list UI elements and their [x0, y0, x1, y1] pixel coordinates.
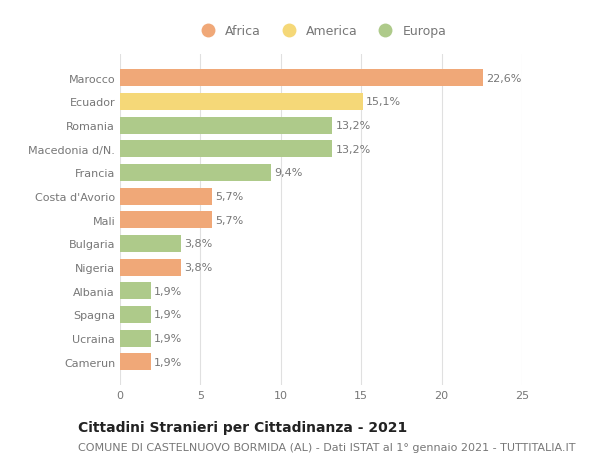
Text: 1,9%: 1,9% [154, 357, 182, 367]
Text: 3,8%: 3,8% [184, 263, 212, 273]
Bar [120, 330, 151, 347]
Text: 5,7%: 5,7% [215, 215, 243, 225]
Text: 3,8%: 3,8% [184, 239, 212, 249]
Text: COMUNE DI CASTELNUOVO BORMIDA (AL) - Dati ISTAT al 1° gennaio 2021 - TUTTITALIA.: COMUNE DI CASTELNUOVO BORMIDA (AL) - Dat… [78, 442, 575, 452]
Text: 1,9%: 1,9% [154, 333, 182, 343]
Bar [120, 188, 212, 205]
Bar [120, 165, 271, 182]
Text: 1,9%: 1,9% [154, 310, 182, 320]
Text: 9,4%: 9,4% [274, 168, 303, 178]
Bar [120, 212, 212, 229]
Bar [120, 118, 332, 134]
Text: 22,6%: 22,6% [487, 73, 522, 84]
Bar [120, 306, 151, 323]
Bar [120, 235, 181, 252]
Bar [120, 259, 181, 276]
Legend: Africa, America, Europa: Africa, America, Europa [191, 22, 451, 42]
Bar [120, 141, 332, 158]
Text: 13,2%: 13,2% [335, 145, 371, 154]
Text: 13,2%: 13,2% [335, 121, 371, 131]
Text: Cittadini Stranieri per Cittadinanza - 2021: Cittadini Stranieri per Cittadinanza - 2… [78, 420, 407, 434]
Text: 15,1%: 15,1% [366, 97, 401, 107]
Bar [120, 70, 484, 87]
Bar [120, 353, 151, 370]
Bar [120, 94, 363, 111]
Text: 1,9%: 1,9% [154, 286, 182, 296]
Bar [120, 283, 151, 300]
Text: 5,7%: 5,7% [215, 192, 243, 202]
